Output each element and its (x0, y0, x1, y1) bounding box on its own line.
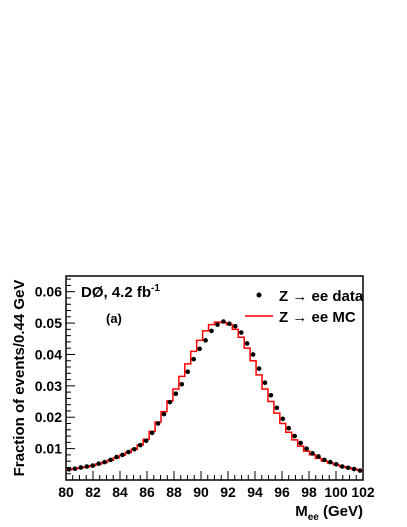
x-tick-label: 100 (324, 484, 348, 500)
x-tick-label: 80 (58, 484, 74, 500)
data-point (292, 433, 297, 439)
data-point (256, 366, 262, 371)
data-point (155, 421, 161, 426)
data-point (185, 369, 191, 375)
axis-ticks (65, 278, 364, 481)
data-point (90, 463, 96, 468)
data-point (274, 405, 280, 411)
legend-data-label: Z → ee data (279, 288, 364, 305)
legend-mc-label: Z → ee MC (279, 309, 356, 326)
data-point (250, 352, 256, 357)
data-point (322, 457, 327, 463)
data-point (262, 380, 268, 386)
data-point (339, 464, 345, 469)
data-point (66, 467, 72, 472)
data-point (221, 319, 226, 324)
y-tick-label: 0.03 (35, 378, 62, 394)
data-point (209, 328, 214, 334)
x-tick-label: 88 (166, 484, 182, 500)
data-point (215, 322, 220, 327)
data-point (203, 338, 208, 343)
legend-data-marker (256, 292, 262, 298)
data-point (191, 356, 197, 362)
panel-label: (a) (106, 311, 122, 326)
data-point (84, 464, 90, 469)
data-point (126, 449, 131, 455)
data-point (232, 323, 238, 329)
data-point (310, 451, 315, 456)
x-tick-label: 98 (301, 484, 317, 500)
y-tick-labels: 0.01 0.02 0.03 0.04 0.05 0.06 (35, 284, 62, 457)
data-point (227, 321, 232, 327)
y-tick-label: 0.02 (35, 409, 62, 425)
data-point (345, 465, 351, 471)
data-point (102, 459, 107, 465)
data-point (304, 446, 309, 451)
data-point (78, 465, 84, 470)
y-tick-label: 0.06 (35, 284, 62, 300)
x-tick-labels: 80 82 84 86 88 90 92 94 96 98 100 102 (58, 484, 375, 500)
y-axis-label: Fraction of events/0.44 GeV (11, 280, 28, 477)
data-point (173, 391, 179, 396)
data-point (132, 446, 137, 452)
data-point (238, 330, 244, 335)
y-tick-label: 0.04 (35, 346, 62, 362)
data-point (244, 341, 250, 346)
data-point (333, 462, 339, 467)
legend: Z → ee data Z → ee MC (245, 288, 364, 326)
data-point (351, 466, 357, 472)
data-point (114, 454, 119, 460)
x-tick-label: 92 (220, 484, 236, 500)
data-point (96, 461, 101, 466)
x-tick-label: 94 (247, 484, 263, 500)
x-tick-label: 86 (139, 484, 155, 500)
data-point (143, 438, 149, 444)
experiment-label: DØ, 4.2 fb-1 (81, 283, 160, 301)
x-axis-label: Mee (GeV) (295, 503, 363, 523)
x-tick-label: 84 (112, 484, 128, 500)
data-points-series (66, 319, 363, 473)
data-point (316, 454, 321, 459)
x-tick-label: 90 (193, 484, 209, 500)
data-point (161, 411, 167, 417)
data-point (328, 459, 333, 465)
data-point (137, 442, 143, 448)
data-point (120, 452, 125, 458)
y-tick-label: 0.05 (35, 315, 62, 331)
plot-frame (65, 275, 364, 481)
x-tick-label: 102 (351, 484, 375, 500)
data-point (108, 457, 113, 463)
x-tick-label: 96 (274, 484, 290, 500)
x-tick-label: 82 (85, 484, 101, 500)
data-point (179, 381, 185, 387)
data-point (298, 440, 303, 446)
data-point (167, 399, 173, 405)
data-point (280, 416, 286, 422)
y-tick-label: 0.01 (35, 441, 62, 457)
data-point (268, 392, 274, 398)
data-point (357, 468, 363, 473)
data-point (197, 346, 202, 352)
data-point (149, 430, 155, 436)
mc-histogram-series (66, 321, 363, 472)
data-point (286, 425, 292, 431)
data-point (72, 466, 78, 472)
